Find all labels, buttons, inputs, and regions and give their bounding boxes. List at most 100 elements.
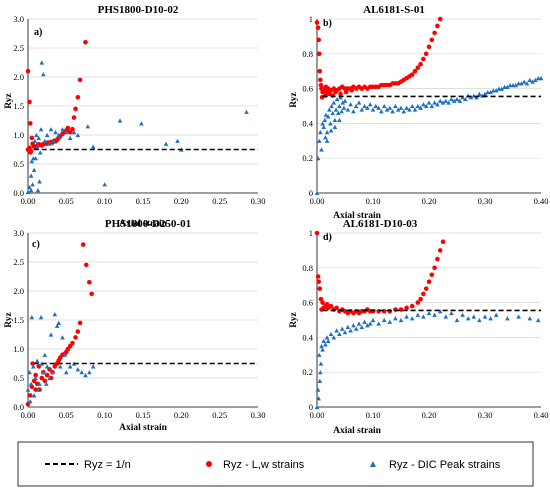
data-point-dic [339, 109, 344, 114]
x-tick-label: 0.25 [212, 196, 227, 206]
y-tick-label: 0.4 [302, 332, 313, 342]
data-point-lw [70, 340, 75, 346]
y-tick-label: 1.5 [13, 315, 24, 325]
data-point-dic [348, 102, 353, 107]
data-point-dic [465, 316, 471, 321]
x-tick-label: 0.15 [136, 196, 151, 206]
data-point-dic [31, 364, 36, 369]
data-point-dic [345, 107, 351, 112]
data-point-lw [409, 303, 415, 309]
y-tick-label: 0.4 [302, 118, 313, 128]
data-point-dic [25, 189, 31, 194]
data-point-dic [62, 352, 68, 357]
x-tick-label: 0.10 [97, 410, 112, 420]
data-point-dic [359, 324, 365, 330]
data-point-dic [324, 335, 330, 340]
data-point-dic [27, 185, 32, 190]
data-point-dic [384, 107, 390, 112]
data-point-dic [471, 314, 477, 319]
data-point-dic [71, 130, 77, 135]
data-point-dic [30, 182, 35, 187]
data-point-lw [334, 305, 339, 311]
data-point-dic [505, 84, 510, 89]
data-point-dic [463, 96, 468, 102]
data-point-lw [75, 95, 81, 100]
y-tick-label: 1 [309, 228, 313, 238]
y-tick-label: 0.0 [13, 188, 24, 198]
data-point-dic [365, 323, 370, 328]
data-point-dic [493, 88, 499, 93]
data-point-dic [535, 317, 541, 323]
data-point-lw [83, 262, 89, 268]
data-point-dic [325, 338, 331, 343]
data-point-dic [437, 98, 443, 103]
data-point-lw [27, 145, 32, 151]
data-point-dic [328, 331, 334, 337]
data-point-lw [77, 320, 83, 326]
data-point-dic [524, 81, 530, 86]
data-point-dic [356, 321, 362, 326]
x-tick-label: 0.00 [310, 410, 325, 420]
data-point-lw [429, 37, 435, 43]
data-point-dic [34, 132, 39, 138]
data-point-dic [42, 352, 48, 357]
legend-box [17, 441, 534, 487]
data-point-dic [75, 132, 81, 138]
data-point-dic [316, 138, 322, 143]
data-point-dic [314, 404, 320, 410]
data-point-lw [415, 300, 421, 305]
data-point-dic [28, 188, 34, 193]
data-point-lw [89, 291, 94, 297]
data-point-lw [318, 82, 324, 88]
data-point-lw [315, 274, 321, 279]
data-point-lw [42, 378, 48, 384]
data-point-dic [362, 319, 367, 324]
data-point-dic [341, 105, 347, 110]
data-point-dic [334, 328, 339, 333]
data-point-dic [376, 321, 381, 326]
x-tick-label: 0.00 [21, 410, 36, 420]
data-point-dic [373, 103, 379, 109]
y-tick-label: 0.5 [13, 159, 24, 169]
data-point-lw [71, 115, 77, 120]
data-point-dic [175, 138, 180, 143]
data-point-lw [398, 307, 404, 312]
data-point-lw [44, 372, 50, 378]
data-point-dic [31, 393, 37, 398]
data-point-dic [426, 100, 432, 105]
data-point-lw [333, 89, 338, 95]
panel-b: AL6181-S-01 b) Axial strain Ryz [289, 4, 425, 221]
legend: Ryz = 1/n Ryz - L,w strains Ryz - DIC Pe… [17, 441, 534, 487]
data-point-dic [435, 102, 440, 107]
data-point-lw [432, 265, 437, 271]
data-point-lw [426, 279, 432, 285]
data-point-dic [443, 98, 449, 103]
data-point-dic [440, 100, 446, 105]
x-tick-label: 0.10 [97, 196, 112, 206]
x-tick-label: 0.20 [422, 410, 437, 420]
data-point-dic [60, 127, 65, 132]
data-point-dic [353, 326, 359, 331]
y-axis-label: Ryz [289, 91, 299, 107]
x-tick-label: 0.20 [174, 410, 189, 420]
x-axis-label: Axial strain [333, 426, 381, 436]
data-point-lw [429, 272, 435, 278]
data-point-dic [457, 98, 463, 103]
data-point-dic [321, 338, 327, 343]
data-point-dic [37, 381, 42, 386]
data-point-lw [321, 305, 327, 311]
data-point-lw [316, 37, 321, 43]
data-point-lw [317, 68, 323, 74]
x-axis-label: Axial strain [333, 211, 381, 221]
x-axis-label: Axial strain [119, 423, 167, 433]
chart-title: PHS1800-D10-02 [98, 4, 179, 16]
data-point-lw [320, 300, 325, 305]
data-point-dic [316, 396, 321, 401]
data-point-dic [429, 103, 435, 109]
data-point-dic [328, 121, 333, 126]
data-point-dic [404, 314, 409, 319]
data-point-lw [73, 106, 78, 112]
legend-lw-marker [206, 461, 212, 467]
data-point-dic [387, 105, 393, 110]
data-point-dic [527, 77, 533, 82]
